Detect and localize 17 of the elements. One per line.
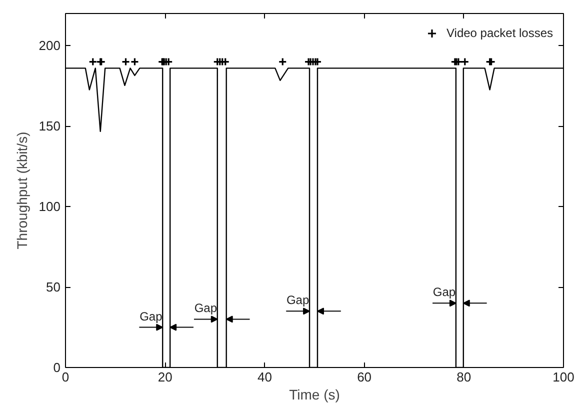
y-axis-title: Throughput (kbit/s) xyxy=(14,132,30,250)
annotation: Gap xyxy=(432,285,456,300)
annotation: Gap xyxy=(194,301,218,316)
y-tick-label: 200 xyxy=(38,38,61,54)
y-tick-label: 150 xyxy=(38,118,61,134)
legend-label: Video packet losses xyxy=(446,26,553,40)
x-tick-label: 100 xyxy=(552,370,574,384)
y-tick-label: 0 xyxy=(53,360,61,375)
y-tick-label: 100 xyxy=(38,199,61,214)
x-tick-label: 80 xyxy=(456,370,472,384)
x-tick-label: 40 xyxy=(257,370,272,384)
x-axis-title: Time (s) xyxy=(289,386,340,402)
x-tick-label: 60 xyxy=(357,370,372,384)
annotation: Gap xyxy=(286,293,310,308)
x-tick-label: 20 xyxy=(158,370,172,384)
annotation: Gap xyxy=(140,309,163,324)
y-tick-label: 50 xyxy=(46,280,61,295)
